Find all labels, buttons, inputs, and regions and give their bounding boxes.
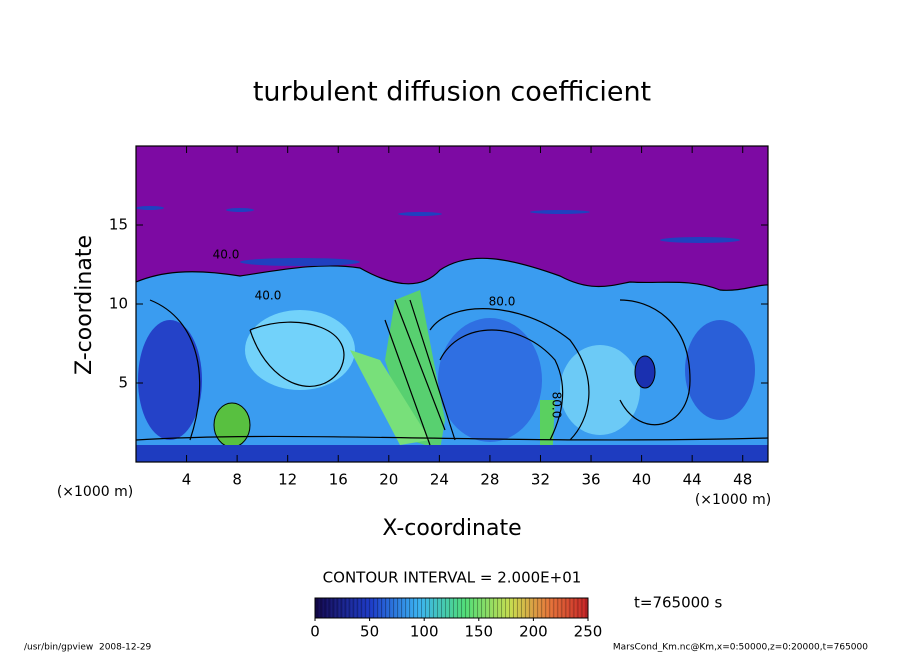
contour-line <box>136 257 768 291</box>
field-shape <box>530 210 590 214</box>
colorbar-tick-label: 200 <box>519 623 548 641</box>
contour-line <box>384 299 456 446</box>
field-shape <box>138 320 202 440</box>
x-tick-label: 28 <box>480 471 499 489</box>
x-tick-label: 36 <box>581 471 600 489</box>
contour-line <box>149 299 201 441</box>
field-shape <box>660 237 740 243</box>
colorbar-tick-label: 50 <box>360 623 379 641</box>
contour-line <box>136 435 768 441</box>
time-label: t=765000 s <box>634 594 722 612</box>
contour-label: 80.0 <box>550 392 564 419</box>
chart-title: turbulent diffusion coefficient <box>253 77 651 108</box>
x-tick-label: 24 <box>430 471 449 489</box>
x-tick-label: 20 <box>379 471 398 489</box>
x-tick-label: 4 <box>182 471 192 489</box>
field-shape <box>226 208 254 212</box>
y-tick-label: 10 <box>109 295 128 313</box>
field-shape <box>634 355 656 389</box>
x-unit: (×1000 m) <box>695 492 771 508</box>
contour-label: 40.0 <box>213 248 240 262</box>
contour-line <box>249 321 345 387</box>
x-tick-label: 16 <box>329 471 348 489</box>
field-shape <box>560 345 640 435</box>
y-unit: (×1000 m) <box>57 484 133 500</box>
field-shape <box>136 206 164 210</box>
x-tick-label: 44 <box>683 471 702 489</box>
contours <box>136 257 768 446</box>
field-shape <box>240 258 360 266</box>
field-shape <box>385 290 445 450</box>
x-tick-label: 32 <box>531 471 550 489</box>
contour-label: 80.0 <box>489 295 516 309</box>
field-shape <box>350 350 430 445</box>
contour-interval: CONTOUR INTERVAL = 2.000E+01 <box>323 569 582 587</box>
upper-streaks <box>136 206 740 266</box>
footer-right: MarsCond_Km.nc@Km,x=0:50000,z=0:20000,t=… <box>613 643 868 653</box>
colorbar-tick-label: 250 <box>574 623 603 641</box>
x-tick-label: 40 <box>632 471 651 489</box>
x-axis-label: X-coordinate <box>382 516 521 541</box>
contour-line <box>619 299 691 426</box>
field-shape <box>213 402 251 448</box>
colorbar-frame <box>314 597 589 619</box>
y-tick-label: 15 <box>109 216 128 234</box>
y-tick-label: 5 <box>118 374 128 392</box>
colorbar: 0 50 100 150 200 250 <box>310 597 603 641</box>
field-shape <box>438 318 542 442</box>
colorbar-tick-label: 0 <box>310 623 320 641</box>
colorbar-tick-label: 100 <box>410 623 439 641</box>
footer-left: /usr/bin/gpview 2008-12-29 <box>24 643 152 653</box>
y-axis-label: Z-coordinate <box>72 235 97 375</box>
x-tick-label: 48 <box>733 471 752 489</box>
colorbar-tick-label: 150 <box>464 623 493 641</box>
x-tick-label: 12 <box>278 471 297 489</box>
contour-label: 40.0 <box>255 289 282 303</box>
field-shape <box>685 320 755 420</box>
field-shape <box>398 212 442 216</box>
field-shape <box>136 445 768 462</box>
contour-line <box>439 329 564 441</box>
contour-line <box>429 308 590 441</box>
field <box>136 146 768 462</box>
x-tick-label: 8 <box>232 471 242 489</box>
